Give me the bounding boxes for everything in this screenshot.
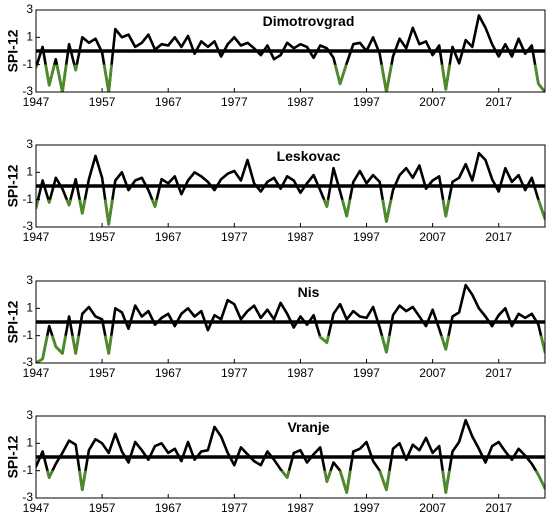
x-tick-label: 1967 — [155, 95, 182, 109]
x-tick-label: 1947 — [23, 230, 50, 244]
plot-frame — [35, 280, 546, 364]
x-tick-label: 1947 — [23, 366, 50, 380]
panel-title: Dimotrovgrad — [263, 13, 355, 29]
y-axis-label: SPI-12 — [5, 164, 21, 207]
x-tick-label: 2007 — [419, 366, 446, 380]
x-tick-label: 1987 — [287, 230, 314, 244]
x-tick-label: 1987 — [287, 95, 314, 109]
series-group — [36, 151, 545, 226]
y-tick-label: -3 — [22, 355, 33, 369]
x-tick-label: 1997 — [353, 501, 380, 515]
series-group — [36, 14, 545, 92]
x-tick-label: 1977 — [221, 366, 248, 380]
x-tick-label: 1987 — [287, 366, 314, 380]
x-tick-label: 1947 — [23, 501, 50, 515]
x-tick-label: 1957 — [89, 366, 116, 380]
x-tick-label: 1947 — [23, 95, 50, 109]
y-tick-label: -1 — [22, 463, 33, 477]
x-tick-label: 1957 — [89, 230, 116, 244]
y-tick-label: -1 — [22, 192, 33, 206]
y-tick-label: 1 — [26, 165, 33, 179]
x-tick-label: 2017 — [485, 230, 512, 244]
x-tick-label: 1967 — [155, 366, 182, 380]
panel-vranje: -3 -1 1 3 1947 1957 1967 1977 1987 1997 2007 2017 SP… — [5, 408, 546, 515]
x-tick-label: 2017 — [485, 366, 512, 380]
panel-dimotrovgrad: -3 -1 1 3 1947 1957 1967 1977 1987 1997 2007 2017 SP… — [5, 2, 546, 109]
y-axis-label: SPI-12 — [5, 300, 21, 343]
panel-leskovac: -3 -1 1 3 1947 1957 1967 1977 1987 1997 2007 2017 SP… — [5, 137, 546, 244]
series-line — [36, 151, 545, 226]
x-tick-label: 1997 — [353, 230, 380, 244]
panel-title: Vranje — [287, 419, 329, 435]
y-tick-label: -3 — [22, 219, 33, 233]
y-tick-label: -3 — [22, 490, 33, 504]
x-tick-label: 1997 — [353, 366, 380, 380]
x-tick-label: 1957 — [89, 501, 116, 515]
x-tick-label: 2017 — [485, 95, 512, 109]
y-tick-label: -1 — [22, 57, 33, 71]
x-tick-label: 2007 — [419, 95, 446, 109]
x-tick-label: 1977 — [221, 230, 248, 244]
x-tick-label: 1997 — [353, 95, 380, 109]
y-tick-label: 1 — [26, 30, 33, 44]
y-axis-label: SPI-12 — [5, 29, 21, 72]
x-tick-label: 2007 — [419, 230, 446, 244]
x-tick-label: 1967 — [155, 230, 182, 244]
series-group — [36, 283, 545, 363]
x-tick-label: 1957 — [89, 95, 116, 109]
series-line — [36, 14, 545, 92]
series-group — [36, 418, 545, 494]
x-tick-label: 1977 — [221, 501, 248, 515]
plot-frame — [35, 415, 546, 499]
plot-frame — [35, 144, 546, 228]
panel-nis: -3 -1 1 3 1947 1957 1967 1977 1987 1997 2007 2017 SP… — [5, 273, 546, 380]
y-tick-label: -1 — [22, 328, 33, 342]
x-tick-label: 2007 — [419, 501, 446, 515]
panel-title: Nis — [298, 284, 320, 300]
x-tick-label: 1987 — [287, 501, 314, 515]
x-tick-label: 1967 — [155, 501, 182, 515]
y-tick-label: 3 — [26, 273, 33, 287]
x-tick-label: 2017 — [485, 501, 512, 515]
series-line — [36, 283, 545, 363]
y-axis-label: SPI-12 — [5, 435, 21, 478]
y-tick-label: 1 — [26, 301, 33, 315]
y-tick-label: 3 — [26, 137, 33, 151]
y-tick-label: 1 — [26, 436, 33, 450]
plot-frame — [35, 9, 546, 93]
panel-title: Leskovac — [277, 148, 341, 164]
y-tick-label: -3 — [22, 84, 33, 98]
series-line — [36, 418, 545, 494]
x-tick-label: 1977 — [221, 95, 248, 109]
y-tick-label: 3 — [26, 408, 33, 422]
y-tick-label: 3 — [26, 2, 33, 16]
